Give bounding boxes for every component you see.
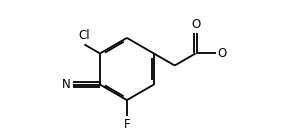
Text: Cl: Cl xyxy=(78,29,90,42)
Text: F: F xyxy=(124,118,130,131)
Text: O: O xyxy=(218,47,227,60)
Text: O: O xyxy=(191,18,200,31)
Text: N: N xyxy=(62,78,71,91)
